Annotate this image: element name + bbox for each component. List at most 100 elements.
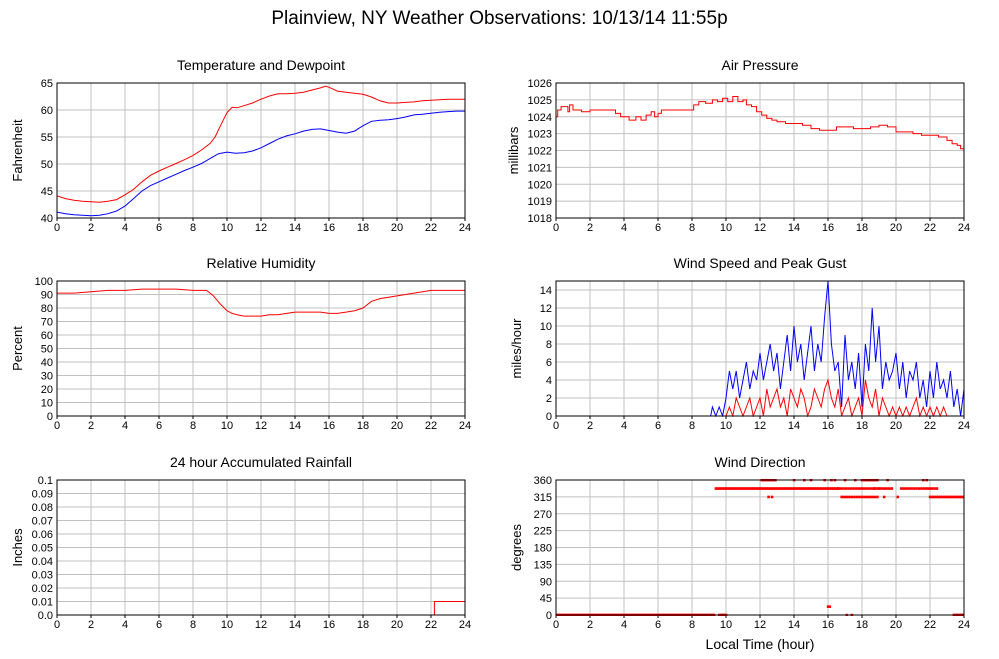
temp-ytick-label: 55 bbox=[41, 132, 53, 144]
humidity-xtick-label: 12 bbox=[255, 420, 267, 432]
direction-point bbox=[787, 487, 791, 490]
direction-xtick-label: 2 bbox=[587, 619, 593, 631]
rain-ytick-label: 0.05 bbox=[32, 543, 53, 555]
direction-point bbox=[930, 487, 934, 490]
pressure-xtick-label: 8 bbox=[689, 222, 695, 234]
direction-point bbox=[748, 487, 752, 490]
direction-point bbox=[954, 495, 957, 499]
humidity-xtick-label: 18 bbox=[357, 420, 369, 432]
temp-xtick-label: 24 bbox=[459, 222, 471, 234]
temp-xtick-label: 14 bbox=[289, 222, 301, 234]
direction-point bbox=[917, 487, 921, 490]
direction-point bbox=[857, 487, 860, 490]
pressure-ytick-label: 1023 bbox=[528, 129, 552, 141]
direction-point bbox=[859, 487, 863, 490]
direction-point bbox=[868, 495, 872, 499]
direction-point bbox=[837, 487, 840, 490]
temp-xtick-label: 6 bbox=[156, 222, 162, 234]
humidity-ytick-label: 10 bbox=[41, 398, 53, 410]
direction-point bbox=[937, 495, 940, 499]
wind-ytick-label: 8 bbox=[546, 339, 552, 351]
direction-point bbox=[850, 495, 854, 499]
direction-point bbox=[950, 495, 954, 499]
humidity-ytick-label: 90 bbox=[41, 290, 53, 302]
direction-point bbox=[718, 487, 721, 490]
direction-point bbox=[714, 487, 718, 490]
wind-ytick-label: 10 bbox=[540, 321, 552, 333]
temp-ytick-label: 60 bbox=[41, 105, 53, 117]
direction-point bbox=[928, 495, 932, 499]
humidity-xtick-label: 0 bbox=[54, 420, 60, 432]
wind-xtick-label: 8 bbox=[689, 420, 695, 432]
direction-point bbox=[872, 487, 876, 490]
pressure-ytick-label: 1018 bbox=[528, 213, 552, 225]
temp-xtick-label: 4 bbox=[122, 222, 128, 234]
wind-ytick-label: 4 bbox=[546, 375, 552, 387]
direction-ytick-label: 225 bbox=[534, 526, 552, 538]
direction-point bbox=[910, 487, 913, 490]
temp-ytick-label: 40 bbox=[41, 213, 53, 225]
rain-ytick-label: 0.08 bbox=[32, 502, 53, 514]
rain-ytick-label: 0.04 bbox=[32, 556, 53, 568]
direction-point bbox=[942, 495, 945, 499]
wind-ytick-label: 14 bbox=[540, 285, 552, 297]
direction-point bbox=[796, 487, 799, 490]
direction-point bbox=[896, 495, 900, 499]
direction-point bbox=[961, 495, 964, 499]
wind-xtick-label: 14 bbox=[788, 420, 800, 432]
humidity-xtick-label: 6 bbox=[156, 420, 162, 432]
direction-point bbox=[797, 487, 801, 490]
temp-xtick-label: 16 bbox=[323, 222, 335, 234]
direction-point bbox=[848, 495, 851, 499]
pressure-xtick-label: 6 bbox=[655, 222, 661, 234]
direction-xtick-label: 8 bbox=[689, 619, 695, 631]
humidity-chart-title: Relative Humidity bbox=[207, 255, 316, 271]
direction-point bbox=[933, 495, 937, 499]
direction-point bbox=[808, 487, 811, 490]
wind-ytick-label: 0 bbox=[546, 411, 552, 423]
direction-point bbox=[945, 495, 949, 499]
direction-xtick-label: 10 bbox=[720, 619, 732, 631]
direction-point bbox=[721, 487, 724, 490]
direction-point bbox=[932, 495, 935, 499]
direction-point bbox=[957, 495, 961, 499]
wind-xtick-label: 18 bbox=[856, 420, 868, 432]
rain-ytick-label: 0.02 bbox=[32, 583, 53, 595]
direction-point bbox=[760, 487, 764, 490]
direction-point bbox=[726, 487, 730, 490]
temp-plot-frame bbox=[56, 82, 466, 219]
temp-xtick-label: 12 bbox=[255, 222, 267, 234]
temp-xtick-label: 10 bbox=[221, 222, 233, 234]
wind-xtick-label: 24 bbox=[958, 420, 970, 432]
direction-point bbox=[845, 495, 849, 499]
direction-point bbox=[775, 487, 779, 490]
direction-point bbox=[935, 487, 939, 490]
direction-point bbox=[774, 487, 777, 490]
direction-point bbox=[823, 487, 826, 490]
temp-xtick-label: 22 bbox=[425, 222, 437, 234]
direction-point bbox=[863, 495, 866, 499]
direction-point bbox=[777, 487, 781, 490]
wind-xtick-label: 4 bbox=[621, 420, 627, 432]
pressure-plot-frame bbox=[555, 82, 965, 219]
direction-chart-ylabel: degrees bbox=[509, 524, 524, 571]
direction-point bbox=[828, 605, 832, 608]
direction-point bbox=[806, 487, 809, 490]
wind-xtick-label: 10 bbox=[720, 420, 732, 432]
humidity-ytick-label: 70 bbox=[41, 317, 53, 329]
rain-ytick-label: 0.0 bbox=[38, 610, 53, 622]
pressure-xtick-label: 20 bbox=[890, 222, 902, 234]
direction-point bbox=[767, 487, 770, 490]
direction-point bbox=[833, 487, 837, 490]
direction-point bbox=[765, 487, 769, 490]
pressure-ytick-label: 1019 bbox=[528, 196, 552, 208]
direction-point bbox=[786, 487, 789, 490]
temp-series-line-0 bbox=[57, 85, 465, 203]
humidity-xtick-label: 10 bbox=[221, 420, 233, 432]
direction-point bbox=[844, 487, 848, 490]
direction-point bbox=[762, 487, 765, 490]
temp-xtick-label: 8 bbox=[190, 222, 196, 234]
humidity-ytick-label: 60 bbox=[41, 330, 53, 342]
direction-point bbox=[835, 487, 838, 490]
direction-point bbox=[753, 487, 757, 490]
